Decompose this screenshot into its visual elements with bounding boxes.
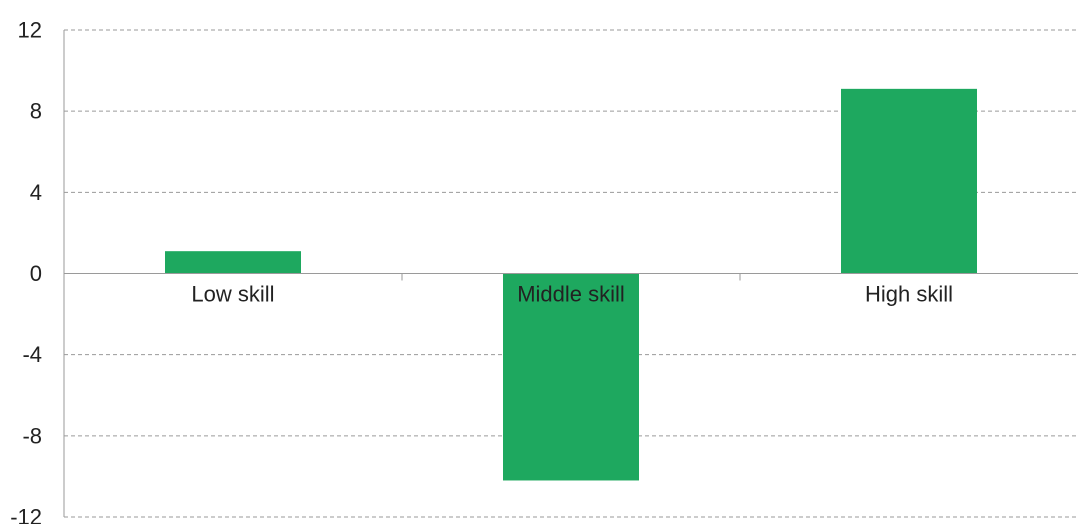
bar [165,251,301,274]
category-label: Low skill [191,282,274,307]
bar [503,273,639,481]
y-axis-ticks: 12 8 4 0 -4 -8 -12 [10,18,42,524]
bar [841,88,977,274]
category-label: Middle skill [517,282,625,307]
y-tick-label: 4 [30,180,42,205]
y-tick-label: 0 [30,261,42,286]
y-tick-label: 12 [18,18,42,43]
y-tick-label: -12 [10,505,42,524]
category-label: High skill [865,282,953,307]
bars [165,88,977,481]
category-labels: Low skill Middle skill High skill [191,282,953,307]
y-tick-label: -4 [22,342,42,367]
y-tick-label: -8 [22,423,42,448]
axes [63,30,1078,517]
y-tick-label: 8 [30,99,42,124]
